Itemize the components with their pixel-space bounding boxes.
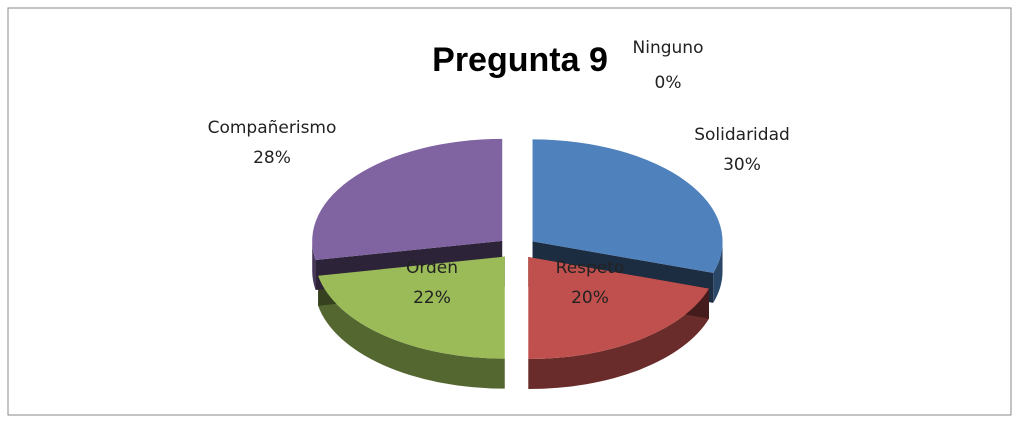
- slice-side: [713, 241, 723, 303]
- slice-label: Solidaridad: [694, 125, 790, 145]
- chart-title: Pregunta 9: [432, 41, 608, 79]
- pie-slice: [318, 256, 505, 359]
- slice-value-label: 30%: [723, 155, 761, 175]
- slice-value-label: 0%: [655, 73, 682, 93]
- slice-label: Compañerismo: [208, 118, 337, 138]
- slice-label: Ninguno: [633, 38, 704, 58]
- pie-slice: [528, 257, 709, 360]
- slice-label: Orden: [406, 258, 458, 278]
- slice-value-label: 28%: [253, 148, 291, 168]
- slice-value-label: 22%: [413, 288, 451, 308]
- pie-slice: [532, 139, 723, 273]
- slice-side: [528, 288, 709, 390]
- slice-label: Respeto: [556, 258, 625, 278]
- slice-value-label: 20%: [571, 288, 609, 308]
- slice-tops: [312, 138, 723, 360]
- pie-slice: [312, 138, 503, 260]
- chart-border: [7, 7, 1012, 416]
- slice-side: [318, 275, 505, 389]
- slice-side: [312, 240, 316, 290]
